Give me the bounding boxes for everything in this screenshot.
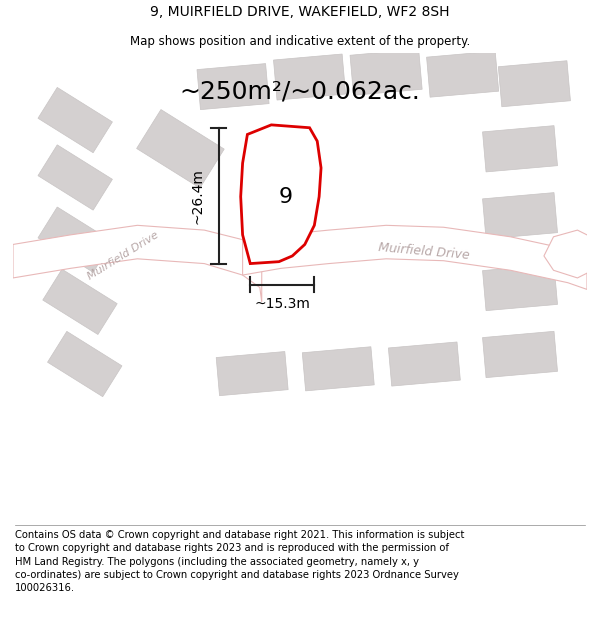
Text: Map shows position and indicative extent of the property.: Map shows position and indicative extent… (130, 35, 470, 48)
Polygon shape (388, 342, 460, 386)
Polygon shape (38, 88, 112, 152)
Polygon shape (197, 64, 269, 109)
Polygon shape (43, 269, 117, 334)
Polygon shape (137, 109, 224, 188)
Polygon shape (499, 61, 571, 107)
Text: 9: 9 (278, 187, 293, 207)
Polygon shape (274, 54, 346, 100)
Polygon shape (482, 331, 557, 378)
Polygon shape (482, 192, 557, 239)
Text: ~26.4m: ~26.4m (191, 168, 205, 224)
Polygon shape (241, 125, 321, 264)
Text: 9, MUIRFIELD DRIVE, WAKEFIELD, WF2 8SH: 9, MUIRFIELD DRIVE, WAKEFIELD, WF2 8SH (150, 4, 450, 19)
Polygon shape (38, 207, 112, 272)
Polygon shape (350, 49, 422, 95)
Text: Muirfield Drive: Muirfield Drive (86, 230, 160, 282)
Polygon shape (13, 226, 262, 302)
Text: ~250m²/~0.062ac.: ~250m²/~0.062ac. (179, 79, 421, 103)
Polygon shape (482, 264, 557, 311)
Polygon shape (482, 126, 557, 172)
Polygon shape (216, 351, 288, 396)
Polygon shape (302, 347, 374, 391)
Text: ~15.3m: ~15.3m (254, 297, 310, 311)
Polygon shape (242, 226, 587, 289)
Polygon shape (38, 145, 112, 210)
Text: Contains OS data © Crown copyright and database right 2021. This information is : Contains OS data © Crown copyright and d… (15, 530, 464, 593)
Polygon shape (427, 51, 499, 97)
Polygon shape (47, 331, 122, 397)
Text: Muirfield Drive: Muirfield Drive (378, 241, 470, 262)
Polygon shape (544, 230, 596, 278)
